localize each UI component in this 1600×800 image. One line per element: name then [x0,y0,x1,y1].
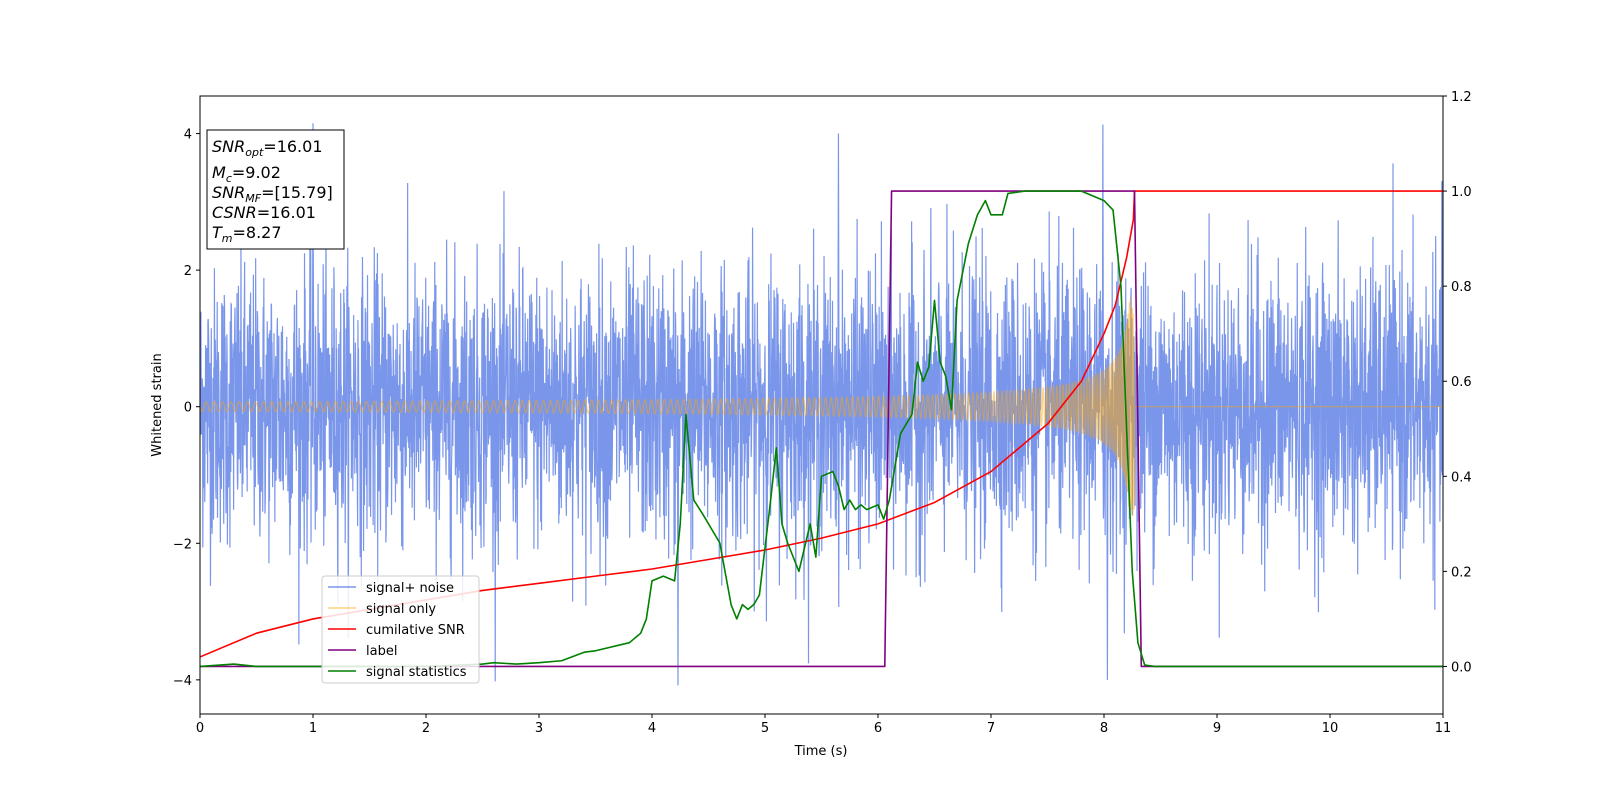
y-tick-label-left: 4 [184,128,192,143]
y-tick-label-right: 0.2 [1451,565,1472,580]
annotation-box: SNRopt=16.01 Mc=9.02SNRMF=[15.79]CSNR=16.… [206,129,345,250]
x-tick-label: 8 [1100,721,1108,736]
x-tick-label: 6 [874,721,882,736]
y-tick-label-left: −2 [173,537,192,552]
y-tick-label-left: 2 [184,264,192,279]
legend-label: signal+ noise [366,581,454,596]
annotation-line: SNRopt=16.01 [212,137,323,159]
annotation-line: CSNR=16.01 [212,203,316,222]
x-tick-label: 11 [1435,721,1452,736]
y-tick-label-right: 1.2 [1451,90,1472,105]
legend-label: label [366,644,397,659]
annotation-line: Tm=8.27 [212,223,282,245]
x-tick-label: 1 [309,721,317,736]
y-axis-label-left: Whitened strain [150,353,165,456]
x-tick-label: 9 [1213,721,1221,736]
x-tick-label: 5 [761,721,769,736]
x-tick-label: 10 [1322,721,1339,736]
y-tick-label-right: 0.8 [1451,280,1472,295]
legend-label: signal statistics [366,665,467,680]
x-tick-label: 4 [648,721,656,736]
x-axis-label: Time (s) [794,744,848,759]
x-tick-label: 3 [535,721,543,736]
series-signal-only [200,297,1443,516]
annotation-line: Mc=9.02 [212,163,281,185]
series-signal-statistics [200,190,1443,668]
series-signal-plus-noise [200,123,1443,686]
legend-frame [321,575,480,684]
ticks-layer: 0 1 2 3 4 5 6 7 8 9 10 11 −4 −2 0 2 4 0.0 0.2 0.4 0.6 0.8 1.0 1… [173,90,1472,736]
y-tick-label-right: 0.6 [1451,375,1472,390]
y-tick-label-left: −4 [173,674,192,689]
y-tick-label-right: 1.0 [1451,185,1472,200]
y-tick-label-right: 0.4 [1451,470,1472,485]
x-tick-label: 2 [422,721,430,736]
x-tick-label: 0 [196,721,204,736]
x-tick-label: 7 [987,721,995,736]
annotation-frame [206,129,345,250]
legend: signal+ noise signal only cumilative SNR la… [321,575,480,684]
legend-label: cumilative SNR [366,623,465,638]
y-tick-label-left: 0 [184,401,192,416]
legend-label: signal only [366,602,436,617]
plot-frame [199,95,1444,715]
annotation-line: SNRMF=[15.79] [212,183,333,205]
y-tick-label-right: 0.0 [1451,660,1472,675]
